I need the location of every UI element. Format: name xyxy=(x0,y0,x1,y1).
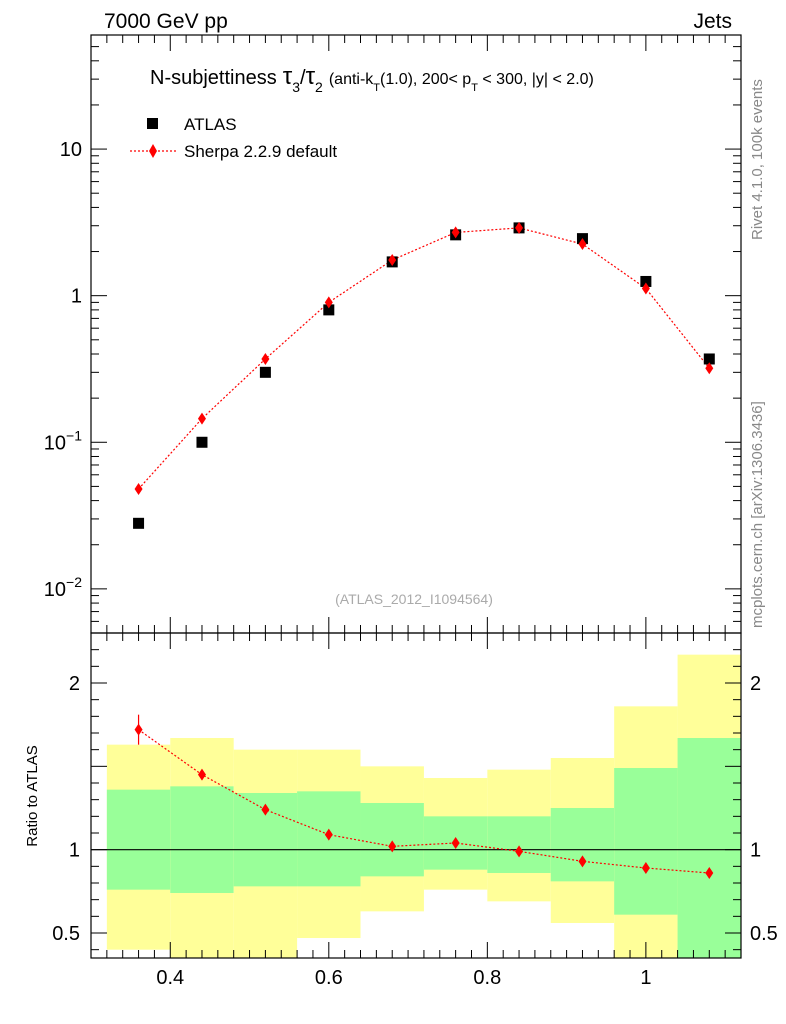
ratio-y-tick-label-right: 0.5 xyxy=(750,923,778,945)
side-label-rivet: Rivet 4.1.0, 100k events xyxy=(749,79,766,240)
y-tick-label: 10−2 xyxy=(44,574,82,601)
ratio-uncertainty-bands xyxy=(91,654,741,958)
mc-point xyxy=(705,362,714,375)
axes: 10 1 10−1 10−2 0.4 0.6 0.8 1 0.5 0.5 1 1 2 2 xyxy=(44,34,778,989)
main-curve xyxy=(133,221,715,529)
ratio-mc-line xyxy=(138,729,710,874)
ratio-curve xyxy=(134,714,714,879)
header-energy: 7000 GeV pp xyxy=(104,10,228,33)
ratio-band-inner xyxy=(550,808,615,882)
mc-point xyxy=(451,226,460,239)
y-tick-label: 10−1 xyxy=(44,427,82,454)
legend-data-marker xyxy=(147,118,158,129)
ratio-y-tick-label-left: 0.5 xyxy=(52,923,80,945)
legend: ATLAS Sherpa 2.2.9 default xyxy=(130,115,337,161)
mc-point xyxy=(134,483,143,496)
ratio-y-tick-label-left: 2 xyxy=(69,673,80,695)
data-point xyxy=(703,353,715,365)
header-process: Jets xyxy=(693,10,732,33)
ratio-mc-point xyxy=(134,723,143,736)
mc-point xyxy=(641,282,650,295)
ratio-mc-point xyxy=(515,845,524,858)
plot-title: N-subjettiness τ3/τ2 (anti-kT(1.0), 200< p… xyxy=(150,63,594,95)
ratio-band-inner xyxy=(614,768,678,915)
data-point xyxy=(196,436,208,448)
ratio-band-inner xyxy=(106,789,171,890)
mc-point xyxy=(324,296,333,309)
x-tick-label: 0.8 xyxy=(473,967,501,989)
ratio-mc-point xyxy=(197,768,206,781)
mc-line xyxy=(138,227,710,490)
ratio-mc-point xyxy=(578,855,587,868)
ratio-mc-point xyxy=(261,803,270,816)
ratio-mc-point xyxy=(641,862,650,874)
x-tick-label: 1 xyxy=(640,967,651,989)
mc-point xyxy=(578,238,587,251)
ratio-mc-point xyxy=(705,867,714,879)
ratio-y-tick-label-left: 1 xyxy=(69,840,80,862)
data-point xyxy=(133,517,145,529)
mc-point xyxy=(197,412,206,425)
legend-data-label: ATLAS xyxy=(184,115,237,134)
ratio-band-inner xyxy=(170,786,234,893)
y-tick-label: 10 xyxy=(60,139,82,161)
data-point xyxy=(640,275,652,287)
side-label-mcplots: mcplots.cern.ch [arXiv:1306.3436] xyxy=(749,401,766,628)
ratio-y-tick-label-right: 1 xyxy=(750,840,761,862)
ratio-mc-point xyxy=(324,828,333,841)
ratio-band-inner xyxy=(360,803,424,877)
legend-mc-label: Sherpa 2.2.9 default xyxy=(184,142,337,161)
data-point xyxy=(259,366,271,378)
x-tick-label: 0.6 xyxy=(315,967,343,989)
ratio-mc-point xyxy=(388,840,397,853)
ratio-frame xyxy=(90,632,742,959)
mc-point xyxy=(261,352,270,365)
ratio-ylabel: Ratio to ATLAS xyxy=(24,745,41,846)
mc-point xyxy=(515,221,524,234)
analysis-id: (ATLAS_2012_I1094564) xyxy=(335,591,493,607)
data-point xyxy=(323,304,335,316)
y-tick-label: 1 xyxy=(71,286,82,308)
mc-point xyxy=(388,254,397,267)
legend-mc-marker xyxy=(149,144,157,158)
ratio-y-tick-label-right: 2 xyxy=(750,673,761,695)
ratio-band-inner xyxy=(677,738,741,958)
ratio-mc-point xyxy=(451,837,460,849)
x-tick-label: 0.4 xyxy=(156,967,184,989)
ratio-band-inner xyxy=(487,816,551,873)
